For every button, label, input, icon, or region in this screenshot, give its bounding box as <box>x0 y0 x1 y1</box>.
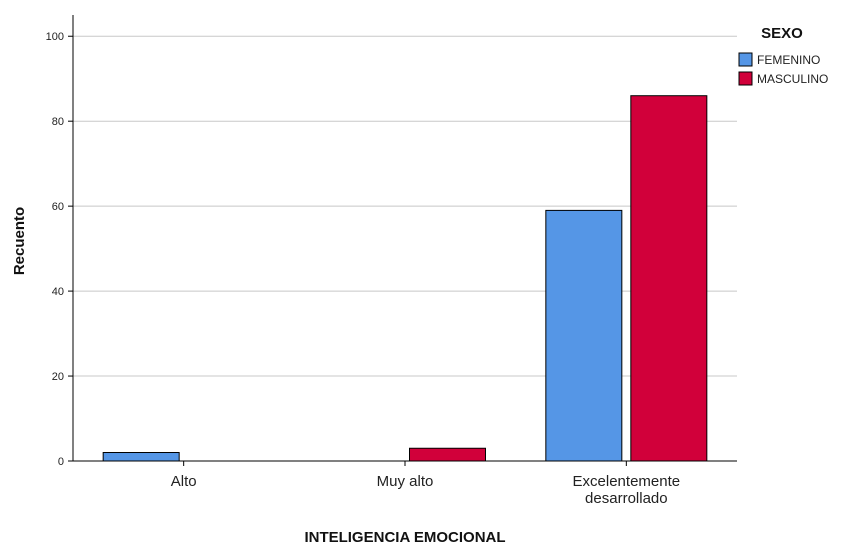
x-axis-title: INTELIGENCIA EMOCIONAL <box>304 529 505 544</box>
x-category-label: Alto <box>171 473 197 490</box>
bars <box>102 95 708 462</box>
legend-swatch-femenino <box>738 52 753 67</box>
x-category-label: Excelentemente <box>573 473 681 490</box>
y-axis-title: Recuento <box>11 207 28 275</box>
x-category-label: Muy alto <box>377 473 434 490</box>
y-tick-label: 40 <box>52 286 64 298</box>
y-tick-label: 100 <box>46 31 64 43</box>
legend-title: SEXO <box>761 25 803 42</box>
legend-swatch-masculino <box>738 71 753 86</box>
y-tick-label: 0 <box>58 456 64 468</box>
legend: SEXO FEMENINO MASCULINO <box>738 25 828 86</box>
y-tick-labels: 0 20 40 60 80 100 <box>46 31 64 468</box>
bar-masculino-2 <box>409 447 486 462</box>
axes <box>68 15 737 466</box>
bar-femenino-3 <box>545 209 623 462</box>
bar-femenino-1 <box>102 452 180 462</box>
y-tick-label: 60 <box>52 201 64 213</box>
gridlines <box>73 35 737 377</box>
legend-label-femenino: FEMENINO <box>757 53 820 67</box>
y-tick-label: 20 <box>52 371 64 383</box>
bar-masculino-3 <box>630 95 708 462</box>
x-category-label: desarrollado <box>585 490 668 507</box>
y-tick-label: 80 <box>52 116 64 128</box>
legend-label-masculino: MASCULINO <box>757 72 828 86</box>
